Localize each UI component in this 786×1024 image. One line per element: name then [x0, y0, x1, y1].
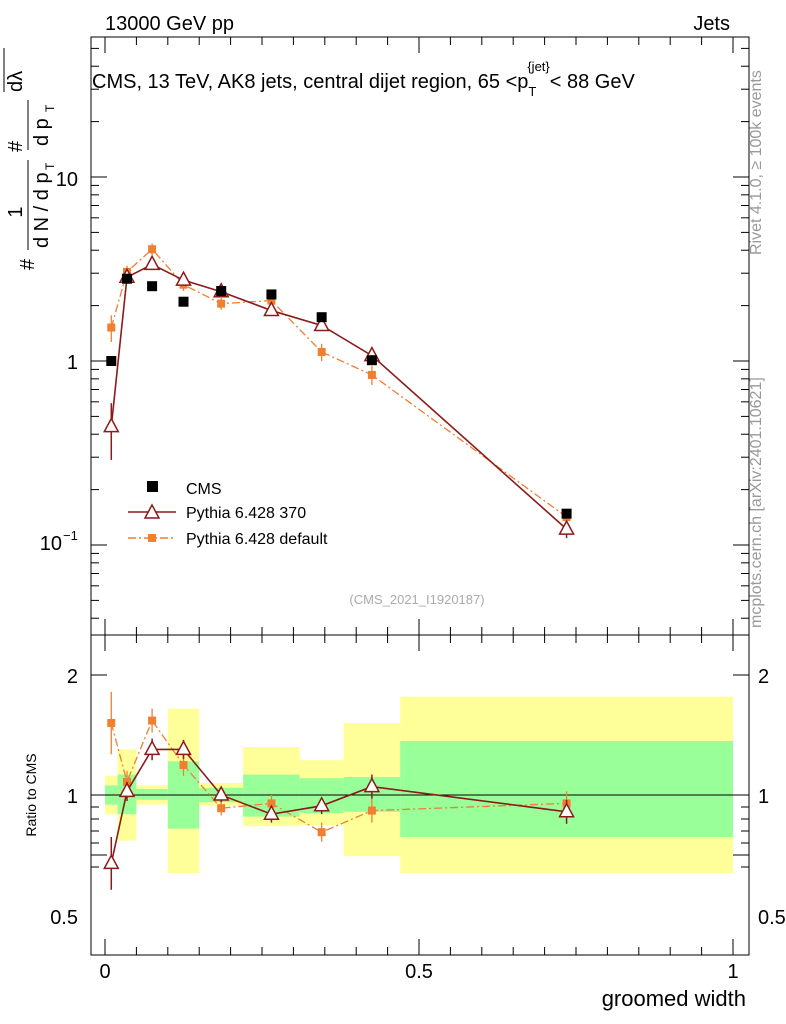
ratio-pythia-370-point	[212, 785, 230, 801]
ratio-pythia-default-point	[107, 719, 116, 727]
cms-point	[147, 281, 158, 292]
ylabel-dn-dpt: d N / d p	[31, 172, 53, 248]
ylabel-hash2: #	[5, 140, 27, 152]
title-sup: {jet}	[527, 59, 550, 74]
ratio-pythia-default-point	[267, 799, 276, 808]
ylabel-d2: d	[0, 79, 3, 90]
legend: CMS Pythia 6.428 370 Pythia 6.428 defaul…	[128, 481, 328, 548]
x-axis-label: groomed width	[602, 986, 746, 1011]
cms-point	[121, 273, 132, 284]
ratio-xtick-0: 0	[99, 961, 110, 983]
main-ytick-10: 10	[56, 169, 78, 191]
main-y-tick-labels: 10 1 10 −1	[40, 169, 78, 555]
pythia-370-point	[313, 315, 330, 332]
ratio-pythia-default-point	[148, 716, 157, 725]
ratio-uncertainty-bands	[91, 696, 749, 873]
pythia-370-point	[263, 300, 280, 317]
legend-cms-marker	[147, 481, 158, 492]
main-y-axis-label: # 1 d N / d p T # d p T d 2 N dλ	[0, 48, 57, 270]
ratio-axis-ticks	[91, 635, 749, 955]
cms-point	[316, 312, 327, 323]
ylabel-dn-sub: T	[43, 162, 57, 170]
pythia-default-point	[267, 296, 276, 305]
main-ytick-0.1-exp: −1	[63, 528, 78, 543]
title-post: < 88 GeV	[550, 71, 636, 93]
pythia-default-point	[107, 323, 116, 332]
pythia-default-point	[148, 245, 157, 254]
cms-point	[561, 508, 572, 519]
ylabel-dpt: d p	[31, 118, 53, 146]
ratio-panel: 2 1 0.5 2 1 0.5 Ratio to CMS 0 0.5 1 gro…	[23, 634, 786, 1011]
ratio-band-inner	[136, 789, 168, 800]
ylabel-dpt-sub: T	[43, 104, 57, 112]
pythia-370-point	[175, 270, 192, 286]
title-pre: CMS, 13 TeV, AK8 jets, central dijet reg…	[92, 71, 528, 93]
rivet-version-label: Rivet 4.1.0, ≥ 100k events	[748, 70, 765, 255]
ratio-xtick-0.5: 0.5	[405, 961, 433, 983]
ratio-ytick-0.5-right: 0.5	[758, 907, 786, 929]
ratio-pythia-default-line	[110, 719, 567, 833]
ratio-xtick-1: 1	[727, 961, 738, 983]
main-frame	[90, 36, 750, 636]
ratio-pythia-default-point	[179, 761, 188, 769]
ratio-pythia-default-point	[217, 804, 226, 813]
ratio-y-axis-label: Ratio to CMS	[23, 753, 39, 836]
ratio-ytick-2-right: 2	[758, 666, 769, 688]
ratio-ytick-2: 2	[67, 666, 78, 688]
main-ytick-1: 1	[67, 352, 78, 374]
mcplots-source-label: mcplots.cern.ch [arXiv:2401.10621]	[748, 377, 765, 628]
analysis-watermark: (CMS_2021_I1920187)	[349, 592, 484, 607]
cms-point	[106, 356, 117, 366]
chart-title: CMS, 13 TeV, AK8 jets, central dijet reg…	[92, 59, 635, 99]
category-label: Jets	[693, 13, 730, 35]
legend-pdef-label: Pythia 6.428 default	[186, 531, 328, 548]
title-sub: T	[528, 84, 536, 99]
ylabel-dlambda: dλ	[5, 71, 27, 92]
ratio-pythia-370-point	[558, 802, 575, 818]
pythia-default-point	[317, 347, 326, 356]
main-axis-ticks	[91, 37, 749, 635]
ratio-ytick-1-right: 1	[758, 786, 769, 808]
legend-cms-label: CMS	[186, 481, 222, 498]
cms-point	[366, 355, 377, 366]
ratio-pythia-default-point	[317, 828, 326, 837]
ratio-pythia-370-point	[143, 739, 161, 756]
ratio-series	[103, 691, 575, 890]
energy-label: 13000 GeV pp	[105, 13, 234, 35]
legend-p370-label: Pythia 6.428 370	[186, 505, 306, 522]
pythia-370-point	[558, 519, 575, 535]
legend-pdef-marker	[148, 534, 156, 542]
cms-point	[266, 289, 277, 300]
ratio-pythia-default-point	[367, 806, 376, 815]
pythia-370-point	[143, 254, 161, 271]
main-series	[103, 243, 575, 539]
legend-p370-marker	[143, 503, 161, 519]
ratio-ytick-1: 1	[67, 786, 78, 808]
ratio-ytick-0.5: 0.5	[50, 907, 78, 929]
ratio-pythia-370-point	[103, 853, 120, 870]
main-ytick-0.1-base: 10	[40, 533, 62, 555]
ratio-pythia-370-point	[263, 804, 280, 820]
ratio-pythia-370-point	[363, 777, 381, 793]
ratio-pythia-370-point	[175, 739, 192, 756]
main-panel: 10 1 10 −1 CMS, 13 TeV, AK8 jets, centra…	[0, 36, 750, 636]
pythia-default-point	[367, 370, 376, 379]
pythia-370-point	[103, 417, 120, 433]
cms-point	[216, 286, 227, 297]
ylabel-one: 1	[5, 206, 27, 217]
ylabel-hash1: #	[17, 258, 39, 270]
ratio-pythia-370-point	[118, 781, 136, 798]
ylabel-N: N	[0, 56, 3, 70]
ratio-pythia-370-point	[313, 796, 330, 812]
pythia-default-point	[217, 299, 226, 308]
cms-point	[178, 296, 189, 307]
